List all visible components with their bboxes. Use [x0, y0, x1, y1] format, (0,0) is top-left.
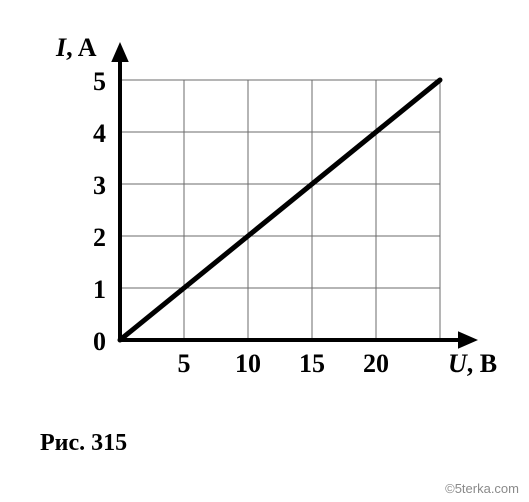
svg-text:15: 15: [299, 349, 325, 378]
svg-text:3: 3: [93, 171, 106, 200]
watermark: ©5terka.com: [445, 481, 519, 496]
chart-svg: 0 1 2 3 4 5 5 10 15 20 I, A U, B: [30, 20, 500, 420]
svg-text:1: 1: [93, 275, 106, 304]
svg-text:0: 0: [93, 327, 106, 356]
svg-text:I, A: I, A: [55, 33, 97, 62]
svg-text:20: 20: [363, 349, 389, 378]
iv-chart: 0 1 2 3 4 5 5 10 15 20 I, A U, B: [30, 20, 500, 425]
page: 0 1 2 3 4 5 5 10 15 20 I, A U, B Рис. 315 ©5terka.c…: [0, 0, 529, 502]
svg-text:4: 4: [93, 119, 106, 148]
svg-text:U, B: U, B: [448, 349, 497, 378]
svg-text:2: 2: [93, 223, 106, 252]
figure-caption: Рис. 315: [40, 430, 127, 457]
svg-text:5: 5: [93, 67, 106, 96]
svg-text:5: 5: [178, 349, 191, 378]
svg-text:10: 10: [235, 349, 261, 378]
